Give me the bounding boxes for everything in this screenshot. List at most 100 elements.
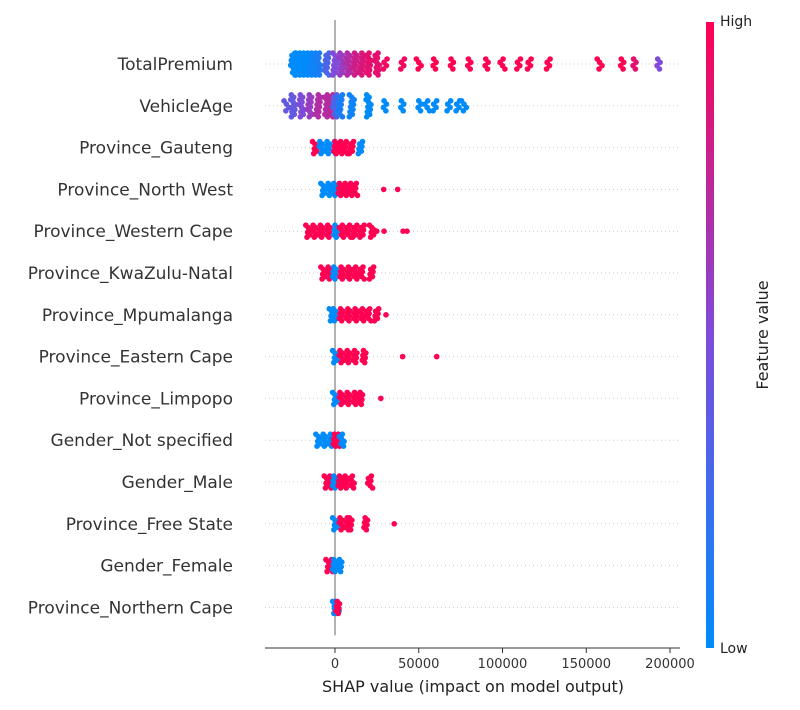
data-point [297, 114, 304, 120]
feature-labels: TotalPremium VehicleAge Province_Gauteng Pr… [28, 55, 234, 618]
data-point [524, 66, 531, 72]
data-point [346, 150, 353, 157]
data-point [340, 443, 347, 450]
data-point [404, 228, 410, 234]
data-point [357, 234, 363, 240]
feature-label: Province_Mpumalanga [42, 306, 233, 326]
data-point [371, 318, 378, 324]
data-point [354, 276, 360, 282]
data-point [596, 66, 602, 72]
data-point [391, 521, 398, 527]
data-point [333, 234, 340, 240]
feature-label: Province_KwaZulu-Natal [28, 264, 233, 284]
data-point [632, 66, 639, 72]
data-point [432, 66, 439, 72]
data-point [324, 568, 330, 575]
x-tick-label: 0 [331, 657, 339, 672]
data-point [359, 72, 365, 78]
data-point [380, 66, 387, 72]
data-point [450, 66, 456, 72]
data-point [453, 108, 459, 114]
feature-label: VehicleAge [139, 97, 233, 117]
data-point [400, 108, 407, 114]
data-point [325, 150, 332, 157]
feature-label: Province_Gauteng [79, 139, 233, 159]
data-point [346, 114, 353, 120]
data-point [394, 186, 401, 193]
data-point [369, 485, 376, 491]
data-point [315, 114, 322, 120]
data-point [378, 395, 384, 402]
data-point [331, 318, 338, 324]
data-point [502, 66, 508, 72]
colorbar: High Low Feature value [706, 14, 772, 657]
data-point [338, 318, 345, 324]
data-point [366, 72, 372, 78]
data-point [383, 312, 389, 318]
data-point [381, 228, 387, 234]
data-point [433, 353, 440, 360]
data-point [292, 72, 298, 78]
data-point [484, 66, 491, 72]
data-point [304, 234, 310, 240]
data-point [300, 72, 307, 78]
data-point [354, 192, 361, 199]
x-tick-label: 50000 [398, 657, 439, 672]
data-point [321, 443, 328, 450]
data-point [543, 66, 550, 72]
feature-label: Province_Limpopo [79, 389, 233, 409]
x-tick-label: 200000 [645, 657, 695, 672]
data-point [400, 228, 406, 234]
data-point [363, 527, 370, 533]
feature-label: Province_Western Cape [34, 222, 234, 242]
data-point [399, 353, 406, 360]
data-point [383, 108, 389, 114]
feature-label: Province_Northern Cape [28, 598, 233, 618]
feature-label: Gender_Male [122, 473, 233, 493]
data-point [338, 527, 344, 533]
x-tick-label: 150000 [561, 657, 611, 672]
data-point [314, 443, 320, 450]
data-point [345, 359, 352, 366]
feature-label: Province_North West [57, 180, 233, 200]
data-point [514, 66, 520, 72]
data-point [318, 150, 324, 157]
data-point [288, 114, 295, 120]
data-point [338, 401, 344, 408]
data-point [319, 192, 325, 199]
data-point [444, 108, 450, 114]
feature-label: Gender_Not specified [51, 431, 233, 451]
feature-label: Province_Eastern Cape [39, 348, 233, 368]
data-point [360, 318, 367, 324]
data-point [296, 72, 303, 78]
data-point [380, 186, 387, 193]
data-point [337, 72, 343, 78]
data-point [283, 108, 289, 114]
feature-label: TotalPremium [117, 55, 233, 75]
data-point [346, 318, 352, 324]
data-point [311, 234, 318, 240]
data-point [319, 276, 325, 282]
data-point [345, 401, 352, 408]
data-point [337, 568, 344, 575]
data-point [430, 108, 436, 114]
data-point [349, 234, 356, 240]
data-point [326, 234, 332, 240]
data-point [318, 234, 325, 240]
data-point [375, 72, 381, 78]
data-point [310, 150, 317, 157]
data-point [373, 228, 380, 234]
data-point [327, 318, 334, 324]
data-point [332, 276, 338, 282]
colorbar-low-label: Low [720, 641, 748, 657]
data-point [339, 276, 346, 282]
feature-label: Province_Free State [66, 515, 233, 535]
data-point [346, 276, 353, 282]
data-point [329, 72, 336, 78]
data-point [331, 527, 337, 533]
data-point [366, 276, 373, 282]
points-layer [281, 50, 663, 617]
data-point [415, 66, 421, 72]
data-point [467, 66, 474, 72]
